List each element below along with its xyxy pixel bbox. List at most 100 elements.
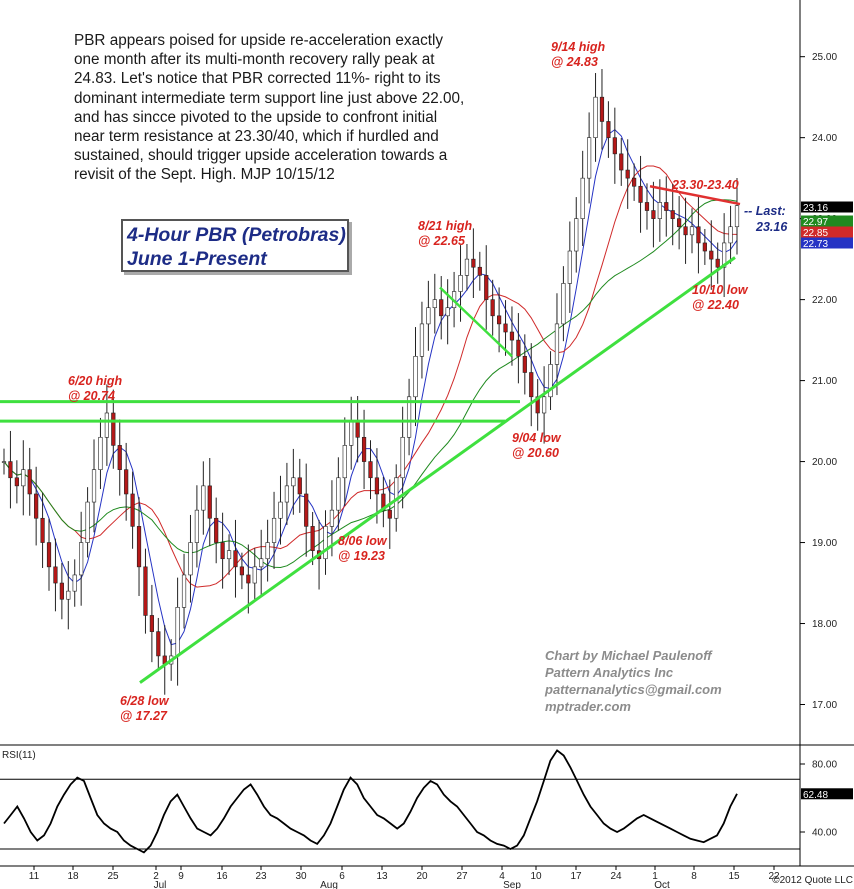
price-bar-body [406,396,412,438]
annotation-label: 9/04 low [512,431,562,445]
price-bar-body [220,542,225,560]
price-bar-body [34,493,39,519]
price-bar-body [278,501,283,519]
price-bar-body [464,258,470,276]
price-bar-body [542,396,547,414]
price-bar-body [374,477,380,495]
author-credit: Chart by Michael Paulenoff Pattern Analy… [545,647,722,715]
price-bar-body [124,469,129,495]
x-tick-label: 2 [153,871,159,882]
price-bar-body [368,461,373,479]
price-bar-body [130,493,135,527]
annotation-value: @ 19.23 [338,549,385,563]
price-bar-body [117,445,122,470]
price-bar-body [670,210,675,219]
price-bar-body [297,477,302,495]
resistance-line [649,185,741,206]
price-bar-body [651,210,656,219]
rsi-line [3,749,738,854]
x-tick-label: 6 [339,871,345,882]
price-bar-body [104,412,109,438]
x-tick-label: 20 [416,871,428,882]
copyright-notice: ©2012 Quote LLC [772,875,853,886]
price-bar-body [323,526,328,560]
price-bar-body [561,283,566,325]
price-bar-body [696,226,701,244]
chart-title-box: 4-Hour PBR (Petrobras) June 1-Present [121,219,349,272]
price-tag-box [801,226,853,238]
y-tick-label: 24.00 [812,133,837,144]
price-bar-body [14,477,19,487]
price-bar-body [387,509,392,519]
price-bar-body [342,445,347,479]
x-tick-label: 18 [67,871,79,882]
price-bar-body [689,226,695,236]
price-bar-body [207,485,212,519]
price-bar-body [400,436,405,479]
chart-subtitle: June 1-Present [127,248,267,270]
credit-line-1: Chart by Michael Paulenoff [545,648,712,663]
price-bar-body [175,607,180,657]
price-bar-body [226,550,232,560]
y-tick-label: 22.00 [812,295,837,306]
y-tick-label: 21.00 [812,376,837,387]
annotation-value: @ 22.65 [418,234,466,248]
price-bar-body [522,356,527,373]
chart-title: 4-Hour PBR (Petrobras) [127,224,346,246]
price-bar-body [612,137,617,155]
price-bar-body [40,517,45,543]
last-price-value: 23.16 [755,220,788,234]
x-tick-label: 15 [728,871,740,882]
price-bar-body [683,226,688,236]
annotation-label: 10/10 low [692,283,749,297]
price-bar-body [548,364,553,398]
x-tick-label: 1 [652,871,658,882]
price-tag-box [801,237,853,249]
price-bar-body [291,477,296,487]
y-tick-label: 19.00 [812,538,837,549]
price-bar-body [657,202,662,219]
x-tick-label: 4 [499,871,505,882]
price-bar-body [709,250,714,260]
price-bar-body [271,517,277,543]
y-tick-label: 18.00 [812,619,837,630]
price-bar-body [53,566,58,584]
month-label: Jul [154,880,167,889]
chart-grid [0,0,854,867]
x-tick-label: 30 [295,871,307,882]
x-tick-label: 22 [768,871,780,882]
price-bar-body [265,542,270,560]
price-bar-body [606,121,611,138]
price-axis: 17.0018.0019.0020.0021.0022.0023.0024.00… [800,52,837,711]
price-bar-body [484,275,489,300]
price-bar-body [632,177,637,187]
price-tag-box [801,201,853,213]
price-bar-body [284,485,290,503]
x-tick-label: 24 [610,871,622,882]
x-tick-label: 10 [530,871,542,882]
annotation-label: 8/06 low [338,534,388,548]
price-bar-body [445,307,450,317]
last-price-label: -- Last: [744,204,786,218]
price-bar-body [214,517,219,543]
x-tick-label: 9 [178,871,184,882]
price-bar-body [72,574,77,592]
annotation-value: @ 20.74 [68,389,115,403]
y-tick-label: 25.00 [812,52,837,63]
price-bar-body [503,323,508,333]
price-bar-body [21,469,26,487]
price-bar-body [702,242,707,252]
price-bar-body [98,436,103,470]
price-bar-body [59,582,64,600]
price-bar-body [625,169,630,179]
x-tick-label: 27 [456,871,468,882]
x-tick-label: 23 [255,871,267,882]
rsi-last-value: 62.48 [803,790,828,801]
x-tick-label: 8 [691,871,697,882]
price-bar-body [91,469,97,503]
month-label: Oct [654,880,670,889]
price-bar-body [458,275,463,292]
price-tag-value: 23.16 [803,203,828,214]
